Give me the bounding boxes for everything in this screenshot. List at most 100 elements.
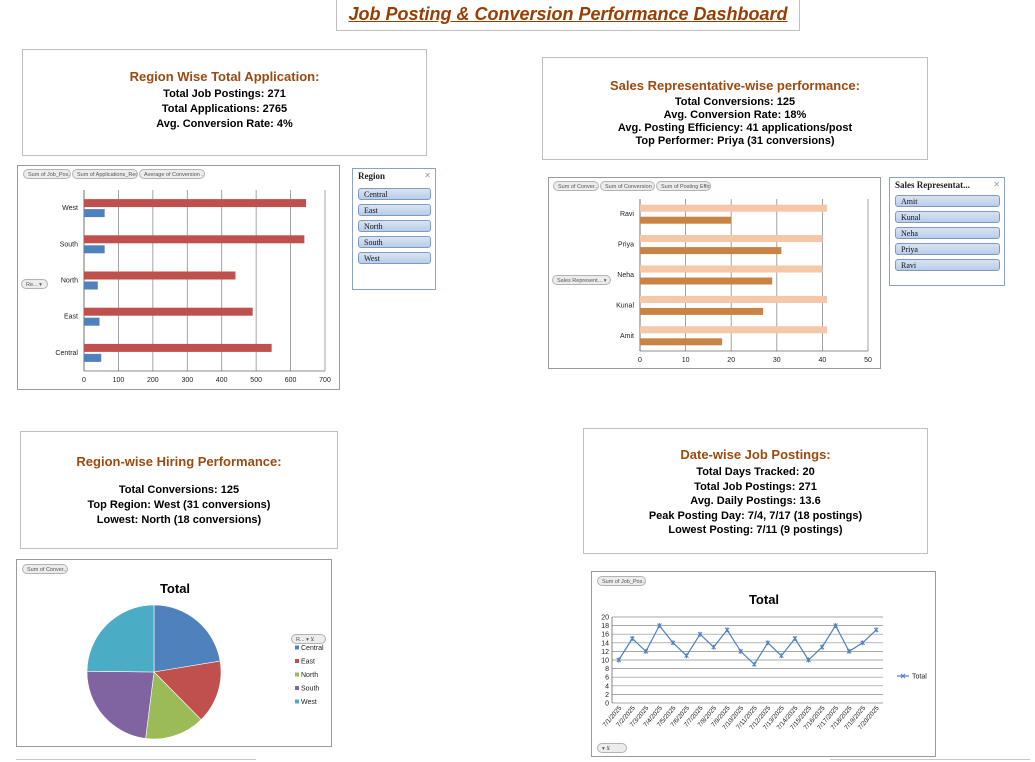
date-line-chart[interactable]: Sum of Job_Pos... ▾ ⊻ Total 0 2 4 6 8 10 12 14 16… (591, 571, 936, 757)
slicer-item-ravi[interactable]: Ravi (895, 259, 1000, 271)
pie-slice-west (86, 604, 155, 673)
field-button-posting-efficiency[interactable]: Sum of Posting Effic... (656, 181, 711, 191)
axis-field-button-region[interactable]: Re... ▾ (21, 279, 48, 289)
pie-slice-central (153, 604, 221, 673)
legend-field-button[interactable]: R... ▾ ⊻ (291, 634, 326, 644)
category-label: South (60, 241, 78, 248)
data-point (657, 623, 662, 629)
x-tick-label: 500 (250, 377, 262, 384)
data-point (819, 644, 825, 650)
legend-label: South (301, 686, 319, 693)
x-tick-label: 400 (216, 377, 228, 384)
legend-label: Total (912, 674, 927, 681)
slicer-item-priya[interactable]: Priya (895, 243, 1000, 255)
region-summary-heading: Region Wise Total Application: (129, 69, 320, 84)
sales-rep-slicer: Sales Representat... ✕ Amit Kunal Neha P… (889, 177, 1005, 286)
x-tick-label: 10 (682, 357, 690, 364)
slicer-item-east[interactable]: East (358, 204, 431, 216)
date-summary-line: Avg. Daily Postings: 13.6 (690, 495, 821, 507)
bar-kunal-series-1 (640, 295, 827, 303)
region-pie-chart[interactable]: Sum of Conver... R... ▾ ⊻ Total Central Ea… (16, 559, 332, 747)
slicer-item-west[interactable]: West (358, 252, 431, 264)
legend-label: North (301, 672, 318, 679)
x-tick-label: 50 (864, 357, 872, 364)
slicer-item-neha[interactable]: Neha (895, 227, 1000, 239)
data-point (724, 627, 730, 633)
bar-west-series-2 (84, 209, 105, 218)
x-tick-label: 0 (82, 377, 86, 384)
dashboard-title: Job Posting & Conversion Performance Das… (348, 4, 788, 24)
field-button-conversion[interactable]: Average of Conversion ... (139, 169, 205, 179)
legend-label: East (301, 659, 315, 666)
category-label: Central (55, 350, 78, 357)
data-point (833, 623, 838, 629)
data-point (860, 640, 866, 646)
slicer-title: Sales Representat... (895, 180, 970, 190)
data-point (711, 644, 716, 650)
clear-filter-icon[interactable]: ✕ (993, 180, 1000, 189)
region-bar-chart[interactable]: Sum of Job_Pos... Sum of Applications_Re… (17, 165, 340, 390)
slicer-title: Region (358, 171, 385, 181)
y-tick-label: 6 (605, 675, 609, 682)
slicer-item-south[interactable]: South (358, 236, 431, 248)
category-label: Kunal (616, 302, 634, 309)
bar-ravi-series-1 (640, 204, 827, 212)
pie-slice-north (145, 671, 202, 740)
sales-summary-line: Avg. Conversion Rate: 18% (663, 109, 807, 121)
hiring-summary-line: Lowest: North (18 conversions) (96, 514, 262, 526)
separator (830, 759, 1030, 760)
data-point (643, 648, 649, 654)
axis-field-button-date[interactable]: ▾ ⊻ (597, 743, 627, 753)
data-point (629, 636, 635, 641)
hiring-summary-line: Total Conversions: 125 (118, 484, 240, 496)
y-tick-label: 0 (605, 701, 609, 708)
date-summary-line: Total Job Postings: 271 (694, 480, 817, 493)
bar-neha-series-1 (640, 265, 823, 273)
sales-summary-line: Top Performer: Priya (31 conversions) (635, 135, 835, 147)
x-tick-label: 30 (773, 357, 781, 364)
bar-amit-series-1 (640, 326, 827, 334)
y-tick-label: 20 (601, 615, 609, 622)
category-label: Ravi (620, 211, 634, 218)
category-label: Amit (620, 333, 634, 340)
y-tick-label: 2 (605, 692, 609, 699)
field-button-conversions[interactable]: Sum of Conver... (22, 564, 68, 574)
data-point (697, 631, 703, 637)
region-summary-line: Total Job Postings: 271 (163, 88, 286, 100)
data-point (792, 636, 798, 641)
x-tick-label: 700 (319, 377, 331, 384)
bar-east-series-1 (84, 307, 253, 316)
region-slicer: Region ✕ Central East North South West (352, 168, 436, 290)
field-button-conversions[interactable]: Sum of Conver... (553, 181, 599, 191)
x-tick-label: 600 (285, 377, 297, 384)
field-button-applications[interactable]: Sum of Applications_Rec... (72, 169, 138, 179)
date-summary-line: Peak Posting Day: 7/4, 7/17 (18 postings… (648, 509, 863, 522)
bar-north-series-1 (84, 271, 236, 280)
field-button-job-postings[interactable]: Sum of Job_Pos... (597, 576, 646, 586)
legend-swatch (295, 672, 299, 677)
data-point (684, 653, 689, 659)
slicer-item-kunal[interactable]: Kunal (895, 211, 1000, 223)
y-tick-label: 10 (601, 658, 609, 665)
axis-field-button-sales-rep[interactable]: Sales Represent... ▾ (552, 275, 611, 285)
category-label: Priya (618, 242, 634, 249)
slicer-item-north[interactable]: North (358, 220, 431, 232)
date-summary-box: Date-wise Job Postings: Total Days Track… (583, 428, 928, 554)
separator (16, 759, 256, 760)
field-button-job-postings[interactable]: Sum of Job_Pos... (23, 169, 71, 179)
legend-swatch (295, 645, 299, 650)
slicer-item-central[interactable]: Central (358, 188, 431, 200)
field-button-conversion-rate[interactable]: Sum of Conversion ... (600, 181, 655, 191)
hiring-summary-box: Region-wise Hiring Performance: Total Co… (20, 431, 338, 549)
data-point (846, 648, 852, 654)
data-point (779, 653, 784, 659)
pie-title: Total (160, 581, 190, 596)
slicer-item-amit[interactable]: Amit (895, 195, 1000, 207)
clear-filter-icon[interactable]: ✕ (424, 171, 431, 180)
line-plot: Total024681012141618207/1/20257/2/20257/… (601, 592, 927, 731)
x-tick-label: 20 (727, 357, 735, 364)
y-tick-label: 4 (605, 683, 609, 690)
sales-bar-chart[interactable]: Sum of Conver... Sum of Conversion ... S… (548, 177, 881, 369)
category-label: East (64, 314, 78, 321)
x-tick-label: 0 (638, 357, 642, 364)
